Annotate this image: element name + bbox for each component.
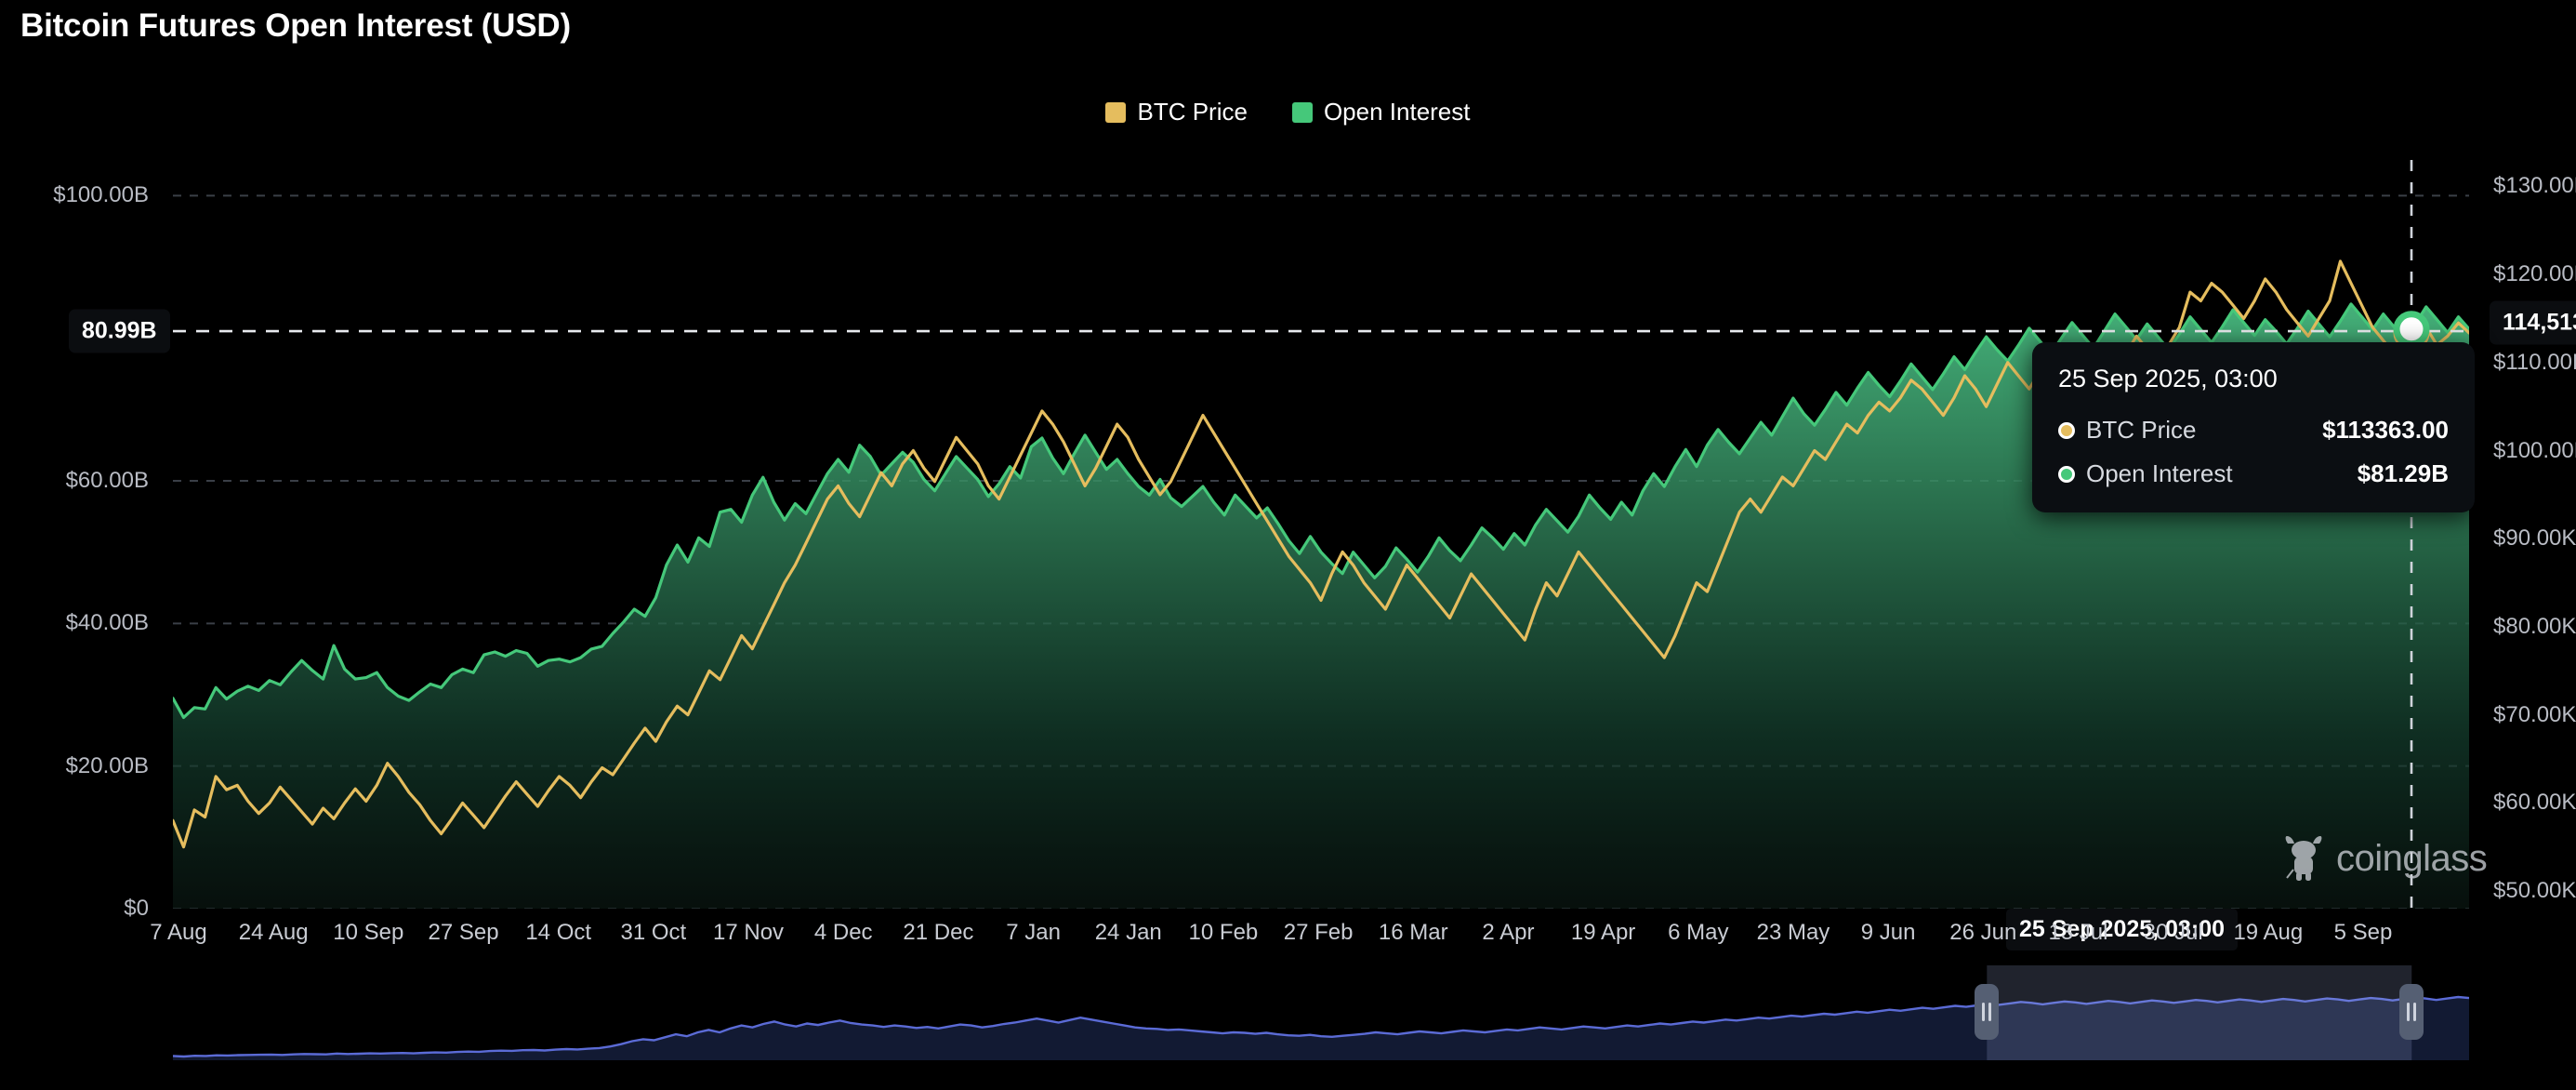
- x-axis-tick: 10 Feb: [1188, 920, 1259, 945]
- x-axis-tick: 24 Jan: [1094, 920, 1162, 945]
- x-axis-tick: 7 Jan: [1006, 920, 1061, 945]
- y-left-tick: $100.00B: [53, 182, 149, 208]
- x-axis-tick: 9 Jun: [1860, 920, 1916, 945]
- y-left-tick: $20.00B: [65, 752, 149, 778]
- y-right-tick: $80.00K: [2493, 613, 2576, 639]
- y-left-tick: $60.00B: [65, 468, 149, 493]
- legend-label-btc-price: BTC Price: [1137, 98, 1248, 126]
- y-right-tick: $50.00K: [2493, 878, 2576, 904]
- tooltip-dot-btc-price: [2058, 421, 2075, 439]
- x-axis-tick: 2 Apr: [1482, 920, 1535, 945]
- tooltip-name-open-interest: Open Interest: [2086, 459, 2233, 487]
- left-axis-cursor-badge: 80.99B: [69, 309, 170, 353]
- y-right-tick: $120.00K: [2493, 261, 2576, 287]
- x-axis-tick: 6 May: [1668, 920, 1729, 945]
- x-axis-tick: 31 Oct: [620, 920, 687, 945]
- right-axis-cursor-badge: 114,513.: [2490, 300, 2576, 345]
- tooltip-row-btc-price: BTC Price $113363.00: [2058, 416, 2449, 445]
- tooltip-row-open-interest: Open Interest $81.29B: [2058, 459, 2449, 488]
- x-axis-tick: 23 May: [1756, 920, 1830, 945]
- legend-swatch-btc-price: [1105, 101, 1127, 123]
- x-axis-tick: 24 Aug: [238, 920, 309, 945]
- tooltip-dot-open-interest: [2058, 465, 2075, 483]
- navigator-handle-left[interactable]: [1975, 984, 2000, 1040]
- range-navigator[interactable]: [173, 965, 2469, 1068]
- x-axis-tick: 27 Feb: [1283, 920, 1354, 945]
- y-right-tick: $130.00K: [2493, 173, 2576, 199]
- tooltip-value-btc-price: $113363.00: [2322, 416, 2449, 444]
- watermark-text: coinglass: [2336, 837, 2488, 879]
- coinglass-bull-icon: [2285, 836, 2322, 881]
- x-axis-tick: 13 Jul: [2048, 920, 2108, 945]
- y-right-tick: $90.00K: [2493, 525, 2576, 552]
- x-axis-tick: 10 Sep: [333, 920, 404, 945]
- tooltip-value-open-interest: $81.29B: [2357, 459, 2449, 487]
- x-axis-tick: 27 Sep: [428, 920, 499, 945]
- x-axis-tick: 21 Dec: [903, 920, 974, 945]
- y-right-tick: $60.00K: [2493, 790, 2576, 816]
- tooltip-date: 25 Sep 2025, 03:00: [2058, 365, 2278, 392]
- chart-legend: BTC Price Open Interest: [0, 98, 2576, 126]
- chart-canvas: [173, 160, 2469, 909]
- y-left-tick: $0: [124, 896, 149, 921]
- y-right-tick: $110.00K: [2493, 349, 2576, 375]
- watermark: coinglass: [2282, 834, 2488, 883]
- navigator-canvas: [173, 965, 2469, 1060]
- x-axis-tick: 17 Nov: [713, 920, 785, 945]
- x-axis-tick: 14 Oct: [525, 920, 592, 945]
- legend-label-open-interest: Open Interest: [1323, 98, 1471, 126]
- legend-item-btc-price[interactable]: BTC Price: [1105, 98, 1248, 126]
- legend-swatch-open-interest: [1291, 101, 1313, 123]
- navigator-handle-right[interactable]: [2399, 984, 2424, 1040]
- x-axis-cursor-badge: 25 Sep 2025, 03:00: [2006, 909, 2238, 950]
- x-axis-tick: 5 Sep: [2333, 920, 2393, 945]
- tooltip-name-btc-price: BTC Price: [2086, 416, 2197, 444]
- x-axis-tick: 26 Jun: [1949, 920, 2017, 945]
- y-right-tick: $100.00K: [2493, 437, 2576, 463]
- y-right-tick: $70.00K: [2493, 701, 2576, 727]
- legend-item-open-interest[interactable]: Open Interest: [1291, 98, 1471, 126]
- x-axis-tick: 4 Dec: [813, 920, 873, 945]
- y-left-tick: $40.00B: [65, 610, 149, 636]
- x-axis-tick: 19 Apr: [1570, 920, 1636, 945]
- x-axis-tick: 19 Aug: [2233, 920, 2304, 945]
- chart-tooltip: 25 Sep 2025, 03:00 BTC Price $113363.00 …: [2032, 342, 2475, 512]
- x-axis-tick: 16 Mar: [1378, 920, 1448, 945]
- plot-area[interactable]: [173, 160, 2469, 909]
- x-axis-tick: 7 Aug: [150, 920, 207, 945]
- page-title: Bitcoin Futures Open Interest (USD): [20, 7, 571, 44]
- x-axis-tick: 30 Jul: [2143, 920, 2203, 945]
